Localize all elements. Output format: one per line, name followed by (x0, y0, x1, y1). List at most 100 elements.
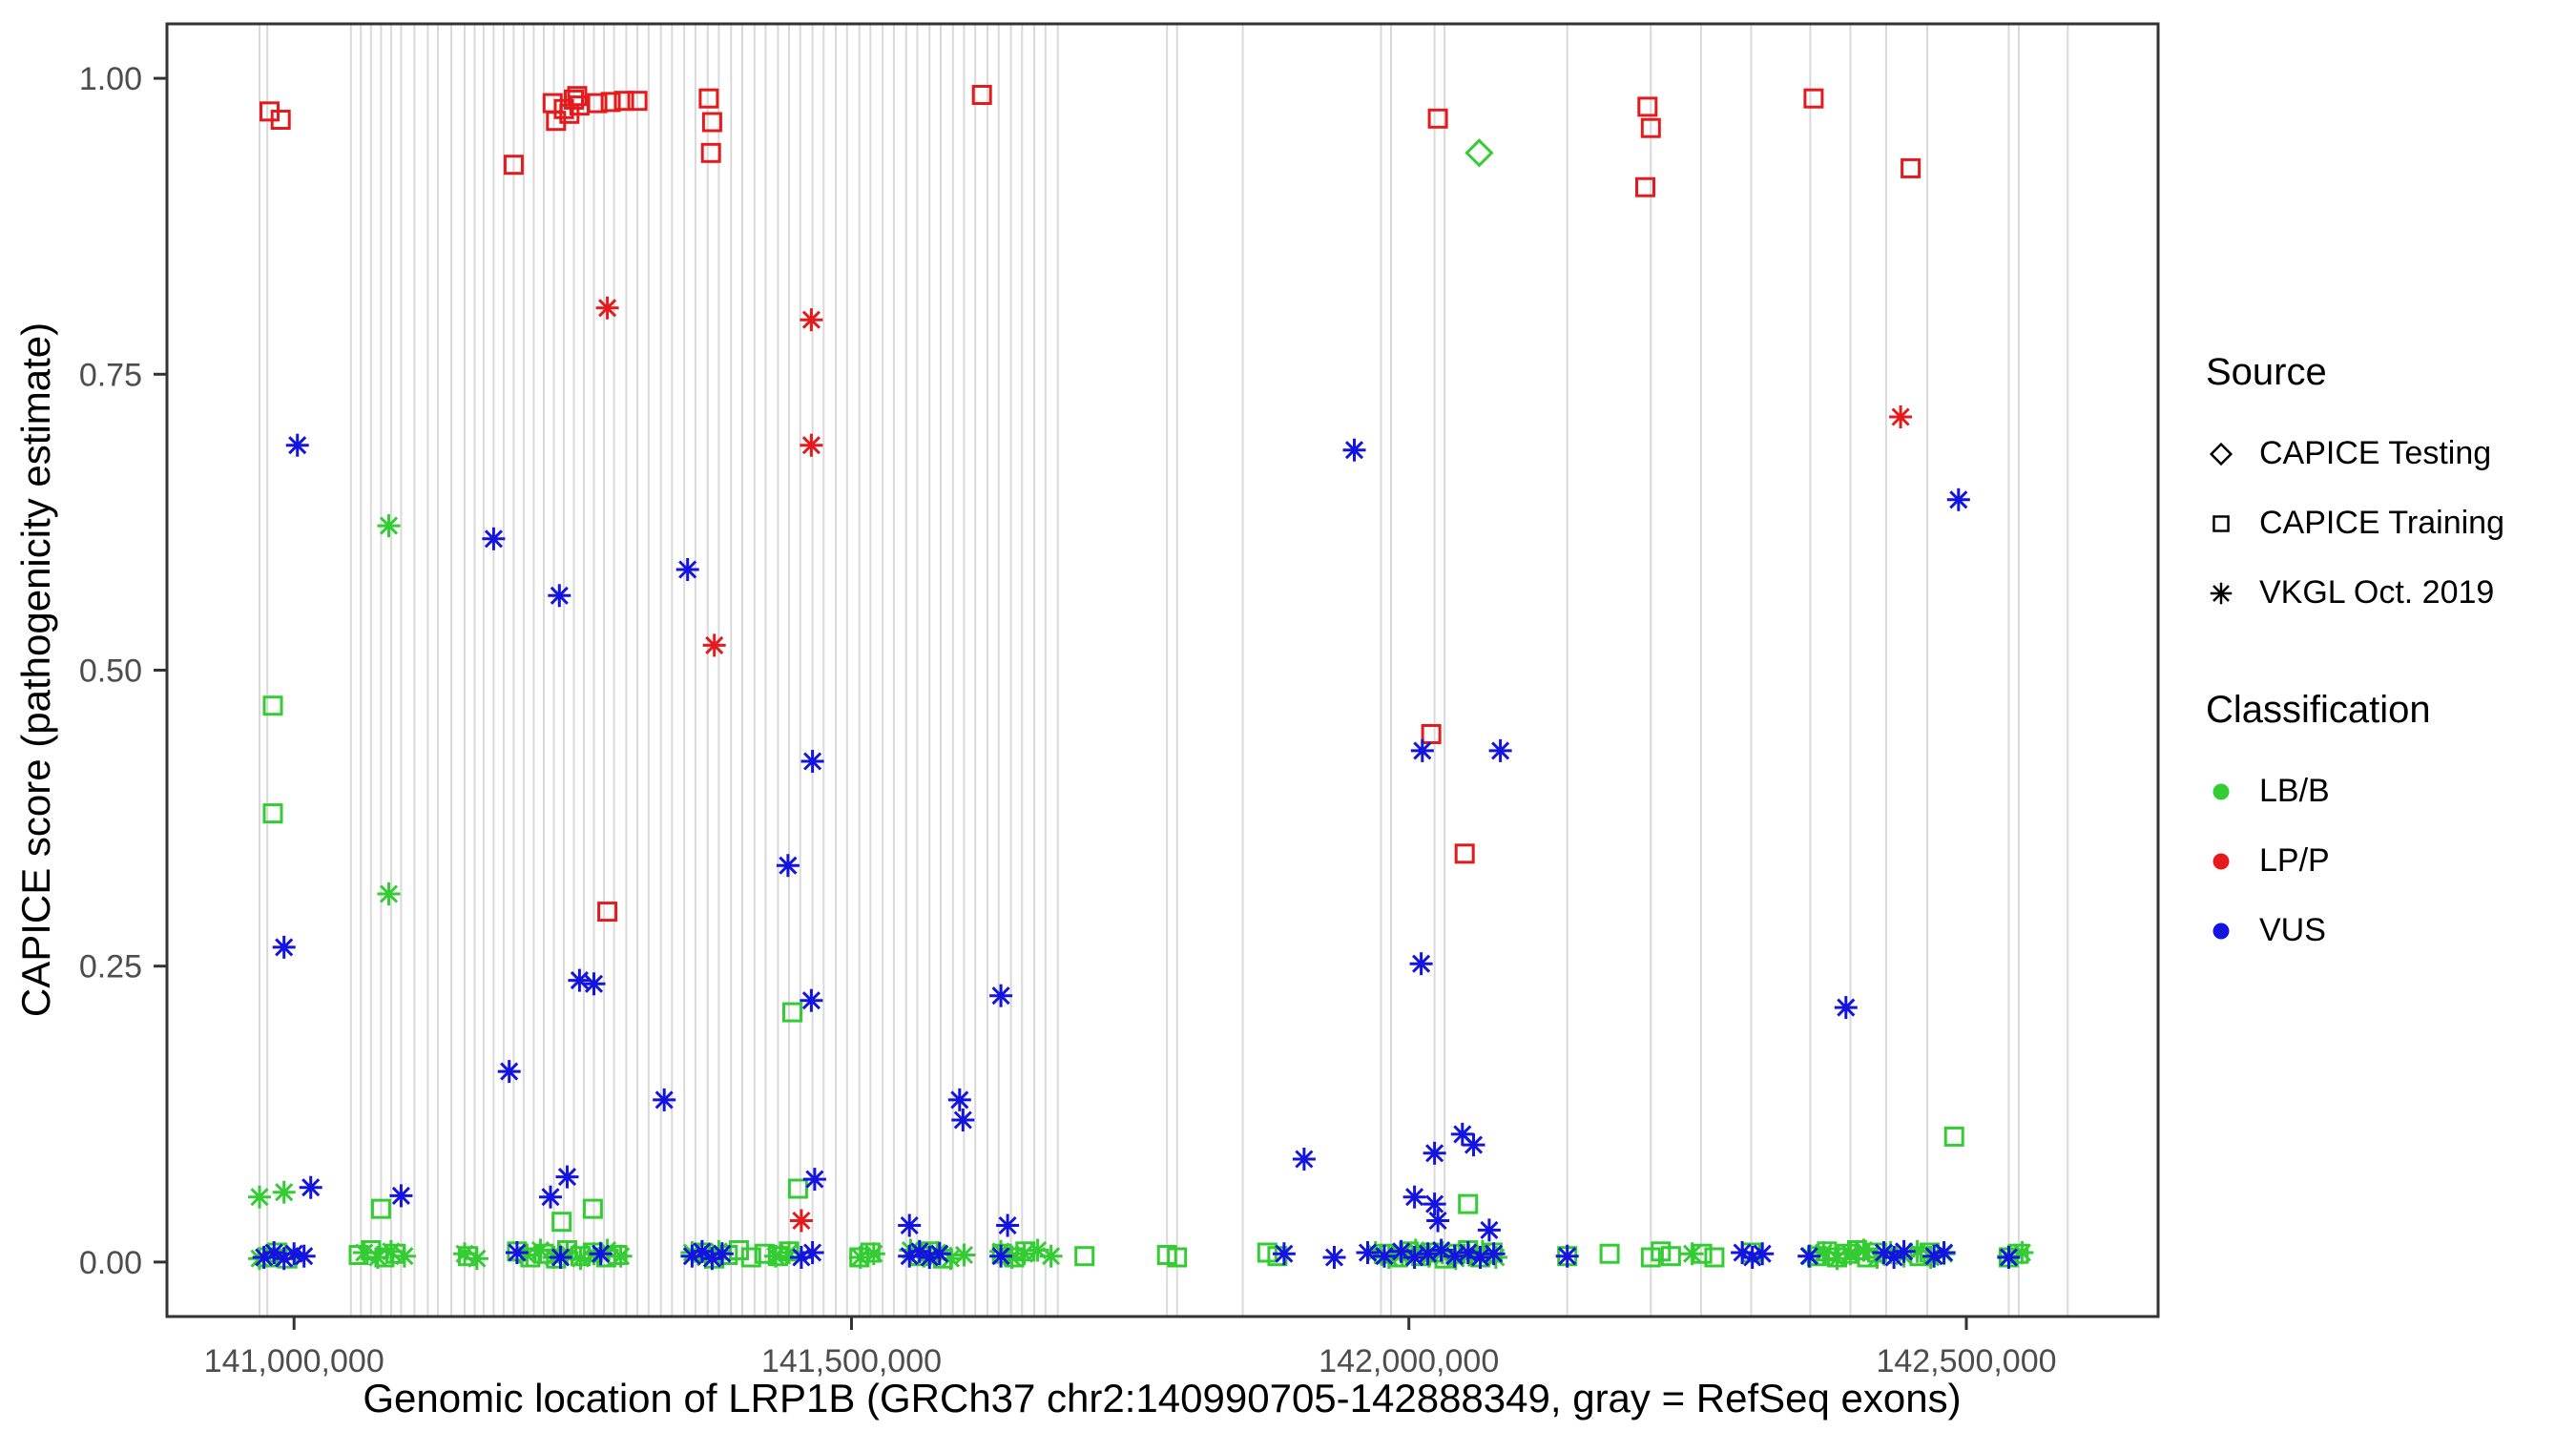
x-tick-label: 141,000,000 (204, 1343, 384, 1379)
point-asterisk (789, 1209, 813, 1233)
point-asterisk (539, 1185, 562, 1209)
point-square (1660, 1246, 1681, 1267)
point-square (1803, 88, 1824, 109)
point-diamond (1465, 138, 1494, 168)
legend-item-label: LP/P (2259, 842, 2330, 879)
point-square (1458, 1193, 1479, 1214)
legend-item-label: CAPICE Testing (2259, 435, 2492, 471)
point-square (582, 1198, 603, 1219)
point-asterisk (700, 1247, 724, 1271)
point-asterisk (776, 854, 800, 878)
plot-panel-border (165, 22, 2160, 1318)
point-asterisk (589, 1242, 613, 1266)
point-asterisk (389, 1184, 413, 1208)
point-square (270, 110, 291, 130)
point-asterisk (299, 1175, 322, 1199)
point-square (542, 93, 563, 114)
point-asterisk (680, 1244, 704, 1268)
legend-item-capice-training: CAPICE Training (2206, 488, 2568, 558)
point-square (701, 112, 722, 133)
point-asterisk (272, 935, 296, 959)
point-square (1635, 176, 1655, 197)
point-square (1454, 843, 1475, 864)
point-asterisk (710, 1242, 734, 1266)
point-square (1943, 1126, 1964, 1147)
diamond-icon (2209, 442, 2233, 466)
point-asterisk (1322, 1246, 1346, 1269)
point-asterisk (1402, 1246, 1426, 1269)
point-square (503, 155, 524, 176)
point-asterisk (653, 1088, 676, 1111)
x-tick-label: 142,500,000 (1876, 1343, 2056, 1379)
point-asterisk (248, 1185, 271, 1209)
point-asterisk (465, 1247, 488, 1271)
point-asterisk (947, 1088, 971, 1111)
point-asterisk (1356, 1241, 1380, 1264)
point-square (700, 142, 721, 163)
point-asterisk (1889, 405, 1913, 428)
point-square (787, 1178, 808, 1199)
refseq-exon-lines (259, 24, 2069, 1317)
point-asterisk (862, 1242, 885, 1266)
point-asterisk (1272, 1242, 1296, 1266)
point-asterisk (1488, 738, 1512, 762)
point-asterisk (505, 1241, 529, 1264)
legend-panel: Source CAPICE Testing CAPICE Training (2206, 351, 2568, 965)
point-asterisk (1468, 1246, 1492, 1269)
point-asterisk (1426, 1209, 1450, 1233)
y-tick-label: 1.00 (79, 61, 142, 97)
point-asterisk (377, 514, 401, 538)
point-asterisk (1946, 487, 1970, 511)
axis-ticks: 141,000,000 141,500,000 142,000,000 142,500… (79, 61, 2057, 1379)
point-asterisk (609, 1244, 633, 1268)
point-asterisk (292, 1244, 316, 1268)
point-square (1637, 96, 1658, 117)
point-asterisk (1423, 1141, 1446, 1165)
point-square (1599, 1243, 1620, 1264)
point-square (370, 1198, 391, 1219)
legend-source-title: Source (2206, 351, 2327, 393)
point-asterisk (548, 584, 571, 608)
point-asterisk (1410, 738, 1434, 762)
point-asterisk (989, 984, 1013, 1007)
point-asterisk (952, 1243, 976, 1267)
lbb-dot-icon (2212, 783, 2230, 799)
point-asterisk (1892, 1239, 1916, 1263)
point-asterisk (272, 1180, 296, 1204)
legend-classification-title: Classification (2206, 689, 2431, 731)
point-asterisk (1482, 1242, 1506, 1266)
legend-item-label: CAPICE Training (2259, 505, 2504, 541)
point-asterisk (555, 1165, 579, 1189)
point-asterisk (989, 1244, 1013, 1268)
point-asterisk (996, 1213, 1020, 1237)
point-square (782, 1002, 802, 1023)
point-asterisk (1423, 1192, 1446, 1216)
point-square (262, 695, 283, 716)
point-asterisk (800, 1241, 824, 1264)
point-asterisk (1409, 952, 1433, 976)
x-tick-label: 141,500,000 (761, 1343, 942, 1379)
point-square (1074, 1246, 1095, 1267)
point-asterisk (568, 968, 592, 992)
point-asterisk (800, 988, 823, 1012)
point-asterisk (702, 633, 726, 657)
point-square (262, 803, 283, 824)
point-asterisk (1342, 438, 1366, 462)
legend-source-block: Source CAPICE Testing CAPICE Training (2206, 351, 2568, 628)
point-asterisk (582, 972, 606, 996)
point-square (1167, 1247, 1188, 1268)
point-asterisk (1477, 1218, 1501, 1242)
point-asterisk (1740, 1246, 1764, 1269)
y-tick-label: 0.00 (79, 1245, 142, 1281)
point-asterisk (1839, 1242, 1862, 1266)
point-square (698, 88, 719, 109)
point-asterisk (549, 1246, 572, 1269)
point-asterisk (595, 296, 619, 320)
legend-item-lbb: LB/B (2206, 757, 2568, 826)
point-asterisk (285, 433, 309, 457)
point-square (1421, 724, 1442, 744)
point-square (740, 1247, 761, 1268)
point-asterisk (1680, 1242, 1704, 1266)
